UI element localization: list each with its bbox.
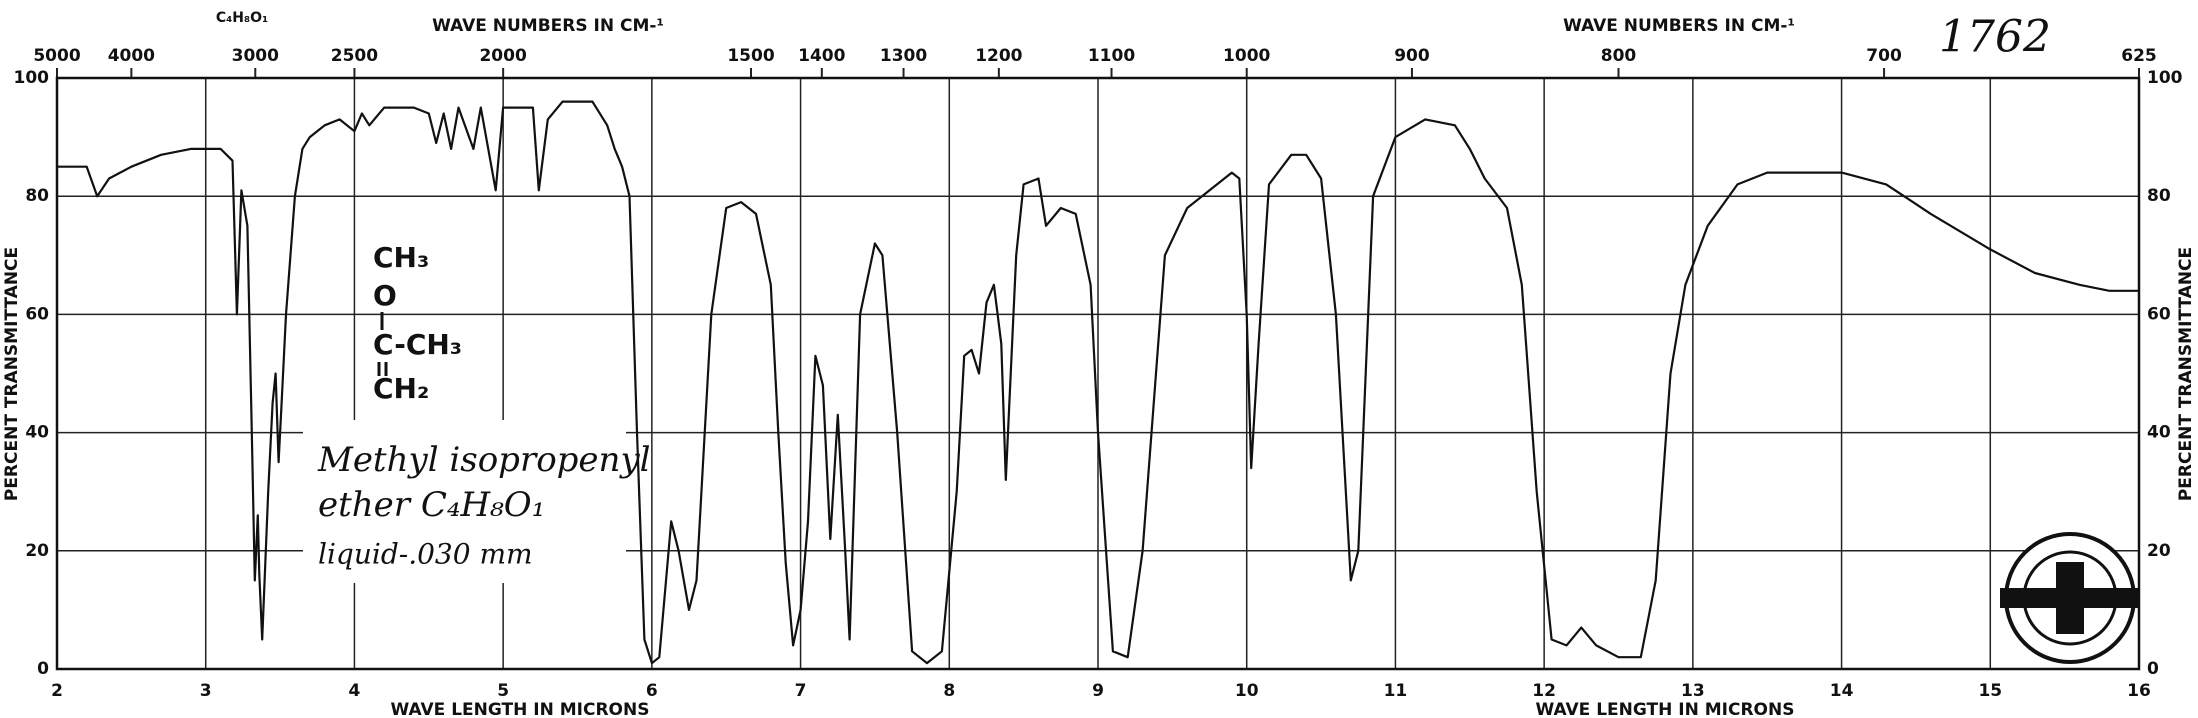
x-axis-title: WAVE LENGTH IN MICRONS: [1536, 700, 1795, 718]
spectrum-line: [57, 100, 2139, 665]
logo: [2000, 532, 2140, 664]
x-tick-label: 13: [1681, 681, 1705, 701]
logo-mark: [2056, 562, 2084, 634]
y-tick-label: 40: [25, 423, 49, 443]
y-tick-label: 100: [2147, 68, 2183, 88]
annotation-line: Methyl isopropenyl: [317, 440, 651, 480]
y-tick-label: 60: [2147, 304, 2171, 324]
structure-line: CH₃: [373, 241, 429, 274]
structure: CH₃ O C-CH₃ CH₂: [373, 241, 462, 405]
x-tick-label: 15: [1978, 681, 2002, 701]
x2-tick-label: 2000: [479, 46, 526, 66]
x2-tick-label: 3000: [232, 46, 279, 66]
y-tick-label: 80: [25, 186, 49, 206]
y-tick-label: 0: [37, 659, 49, 679]
x2-tick-label: 800: [1601, 46, 1637, 66]
y-tick-label: 100: [14, 68, 50, 88]
x2-tick-label: 1200: [975, 46, 1022, 66]
formula: C₄H₈O₁: [216, 10, 268, 26]
y-tick-label: 60: [25, 304, 49, 324]
x-tick-label: 11: [1384, 681, 1408, 701]
x-tick-label: 7: [795, 681, 807, 701]
y-axis-title: PERCENT TRANSMITTANCE: [2, 247, 22, 501]
x-tick-label: 8: [943, 681, 955, 701]
x-tick-label: 14: [1830, 681, 1854, 701]
x2-tick-label: 5000: [33, 46, 80, 66]
x-tick-label: 10: [1235, 681, 1259, 701]
spectrum-id: 1762: [1939, 12, 2051, 63]
plot-area: 0 0 20 20 40 40 60 60 80 80 100 100 2 3 4 5 6 7 8 9 10 11 12 13…: [14, 46, 2183, 701]
y-tick-label: 80: [2147, 186, 2171, 206]
x2-tick-label: 625: [2121, 46, 2157, 66]
x2-tick-label: 2500: [331, 46, 378, 66]
x-tick-label: 16: [2127, 681, 2151, 701]
structure-line: O: [373, 279, 397, 312]
x2-tick-label: 700: [1866, 46, 1902, 66]
y-axis-title: PERCENT TRANSMITTANCE: [2176, 247, 2196, 501]
x-tick-label: 9: [1092, 681, 1104, 701]
x-tick-label: 5: [497, 681, 509, 701]
annotation: Methyl isopropenyl ether C₄H₈O₁ liquid-.…: [303, 420, 651, 583]
annotation-line: liquid-.030 mm: [318, 538, 533, 571]
x-axis-title: WAVE LENGTH IN MICRONS: [391, 700, 650, 718]
annotation-box: [303, 420, 626, 583]
structure-line: CH₂: [373, 372, 429, 405]
annotation-line: ether C₄H₈O₁: [318, 485, 545, 525]
x2-tick-label: 1300: [880, 46, 927, 66]
x2-tick-label: 4000: [108, 46, 155, 66]
x2-tick-label: 1500: [727, 46, 774, 66]
y-tick-label: 0: [2147, 659, 2159, 679]
x-tick-label: 3: [200, 681, 212, 701]
x-tick-label: 6: [646, 681, 658, 701]
x2-tick-label: 1400: [798, 46, 845, 66]
x2-tick-label: 900: [1394, 46, 1430, 66]
x2-tick-label: 1100: [1088, 46, 1135, 66]
y-tick-label: 20: [25, 541, 49, 561]
x-tick-label: 4: [349, 681, 361, 701]
plot-frame: [55, 76, 2141, 671]
y-tick-label: 40: [2147, 423, 2171, 443]
x-tick-label: 12: [1532, 681, 1556, 701]
y-tick-label: 20: [2147, 541, 2171, 561]
x2-axis-title: WAVE NUMBERS IN CM-¹: [1563, 16, 1795, 36]
x-tick-label: 2: [51, 681, 63, 701]
x2-tick-label: 1000: [1223, 46, 1270, 66]
x2-axis-title: WAVE NUMBERS IN CM-¹: [432, 16, 664, 36]
structure-line: C-CH₃: [373, 328, 462, 361]
